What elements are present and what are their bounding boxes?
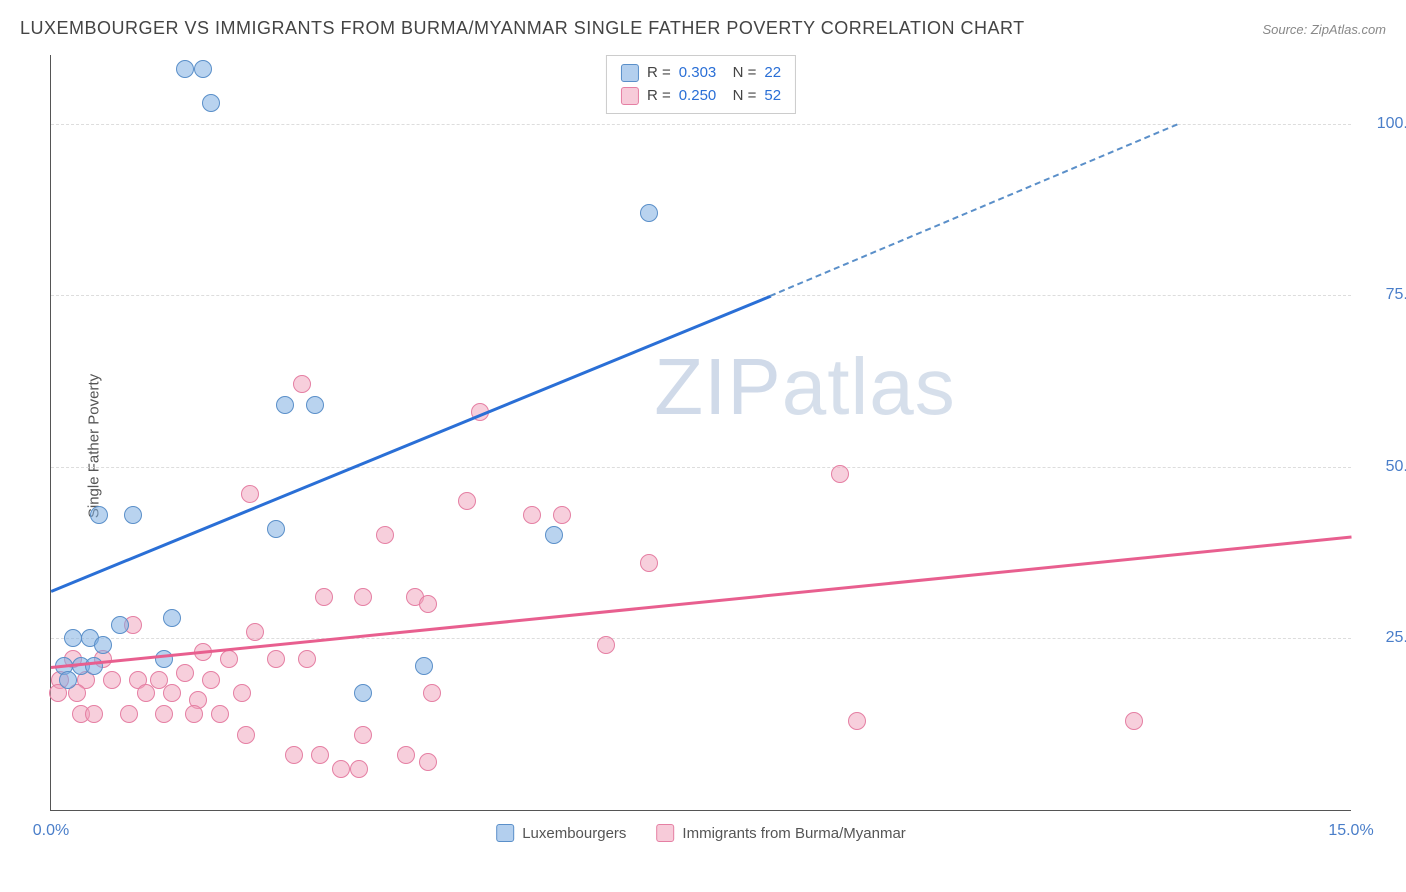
data-point (220, 650, 238, 668)
data-point (419, 753, 437, 771)
data-point (233, 684, 251, 702)
data-point (202, 94, 220, 112)
data-point (545, 526, 563, 544)
data-point (597, 636, 615, 654)
gridline (51, 295, 1351, 296)
gridline (51, 124, 1351, 125)
data-point (163, 684, 181, 702)
data-point (640, 204, 658, 222)
series-legend: Luxembourgers Immigrants from Burma/Myan… (496, 824, 906, 842)
data-point (1125, 712, 1143, 730)
legend-row-blue: R = 0.303 N = 22 (621, 62, 781, 85)
data-point (311, 746, 329, 764)
y-tick-label: 100.0% (1361, 115, 1406, 133)
chart-title: LUXEMBOURGER VS IMMIGRANTS FROM BURMA/MY… (20, 18, 1025, 39)
data-point (848, 712, 866, 730)
data-point (354, 684, 372, 702)
swatch-pink (621, 87, 639, 105)
data-point (211, 705, 229, 723)
data-point (423, 684, 441, 702)
legend-item-blue: Luxembourgers (496, 824, 626, 842)
data-point (124, 506, 142, 524)
y-tick-label: 50.0% (1361, 458, 1406, 476)
x-tick-label: 0.0% (33, 822, 69, 840)
data-point (241, 485, 259, 503)
data-point (176, 664, 194, 682)
gridline (51, 467, 1351, 468)
data-point (354, 726, 372, 744)
source-attribution: Source: ZipAtlas.com (1262, 22, 1386, 37)
watermark: ZIPatlas (654, 341, 955, 433)
data-point (194, 60, 212, 78)
data-point (137, 684, 155, 702)
data-point (315, 588, 333, 606)
data-point (111, 616, 129, 634)
data-point (419, 595, 437, 613)
data-point (298, 650, 316, 668)
data-point (155, 705, 173, 723)
data-point (831, 465, 849, 483)
data-point (155, 650, 173, 668)
data-point (267, 650, 285, 668)
data-point (94, 636, 112, 654)
data-point (267, 520, 285, 538)
trend-line-dashed (770, 124, 1178, 297)
correlation-legend: R = 0.303 N = 22 R = 0.250 N = 52 (606, 55, 796, 114)
data-point (85, 705, 103, 723)
data-point (350, 760, 368, 778)
data-point (185, 705, 203, 723)
swatch-blue (621, 64, 639, 82)
data-point (103, 671, 121, 689)
data-point (163, 609, 181, 627)
data-point (64, 629, 82, 647)
data-point (415, 657, 433, 675)
data-point (306, 396, 324, 414)
trend-line (51, 295, 771, 592)
legend-item-pink: Immigrants from Burma/Myanmar (656, 824, 905, 842)
data-point (120, 705, 138, 723)
data-point (640, 554, 658, 572)
y-tick-label: 75.0% (1361, 286, 1406, 304)
x-tick-label: 15.0% (1328, 822, 1373, 840)
swatch-pink-icon (656, 824, 674, 842)
data-point (553, 506, 571, 524)
y-tick-label: 25.0% (1361, 629, 1406, 647)
data-point (285, 746, 303, 764)
data-point (332, 760, 350, 778)
data-point (293, 375, 311, 393)
swatch-blue-icon (496, 824, 514, 842)
data-point (85, 657, 103, 675)
data-point (237, 726, 255, 744)
data-point (458, 492, 476, 510)
gridline (51, 638, 1351, 639)
data-point (176, 60, 194, 78)
data-point (202, 671, 220, 689)
data-point (276, 396, 294, 414)
data-point (90, 506, 108, 524)
data-point (354, 588, 372, 606)
data-point (59, 671, 77, 689)
trend-line (51, 535, 1351, 668)
data-point (246, 623, 264, 641)
data-point (397, 746, 415, 764)
legend-row-pink: R = 0.250 N = 52 (621, 85, 781, 108)
data-point (523, 506, 541, 524)
chart-plot-area: ZIPatlas R = 0.303 N = 22 R = 0.250 N = … (50, 55, 1351, 811)
data-point (376, 526, 394, 544)
